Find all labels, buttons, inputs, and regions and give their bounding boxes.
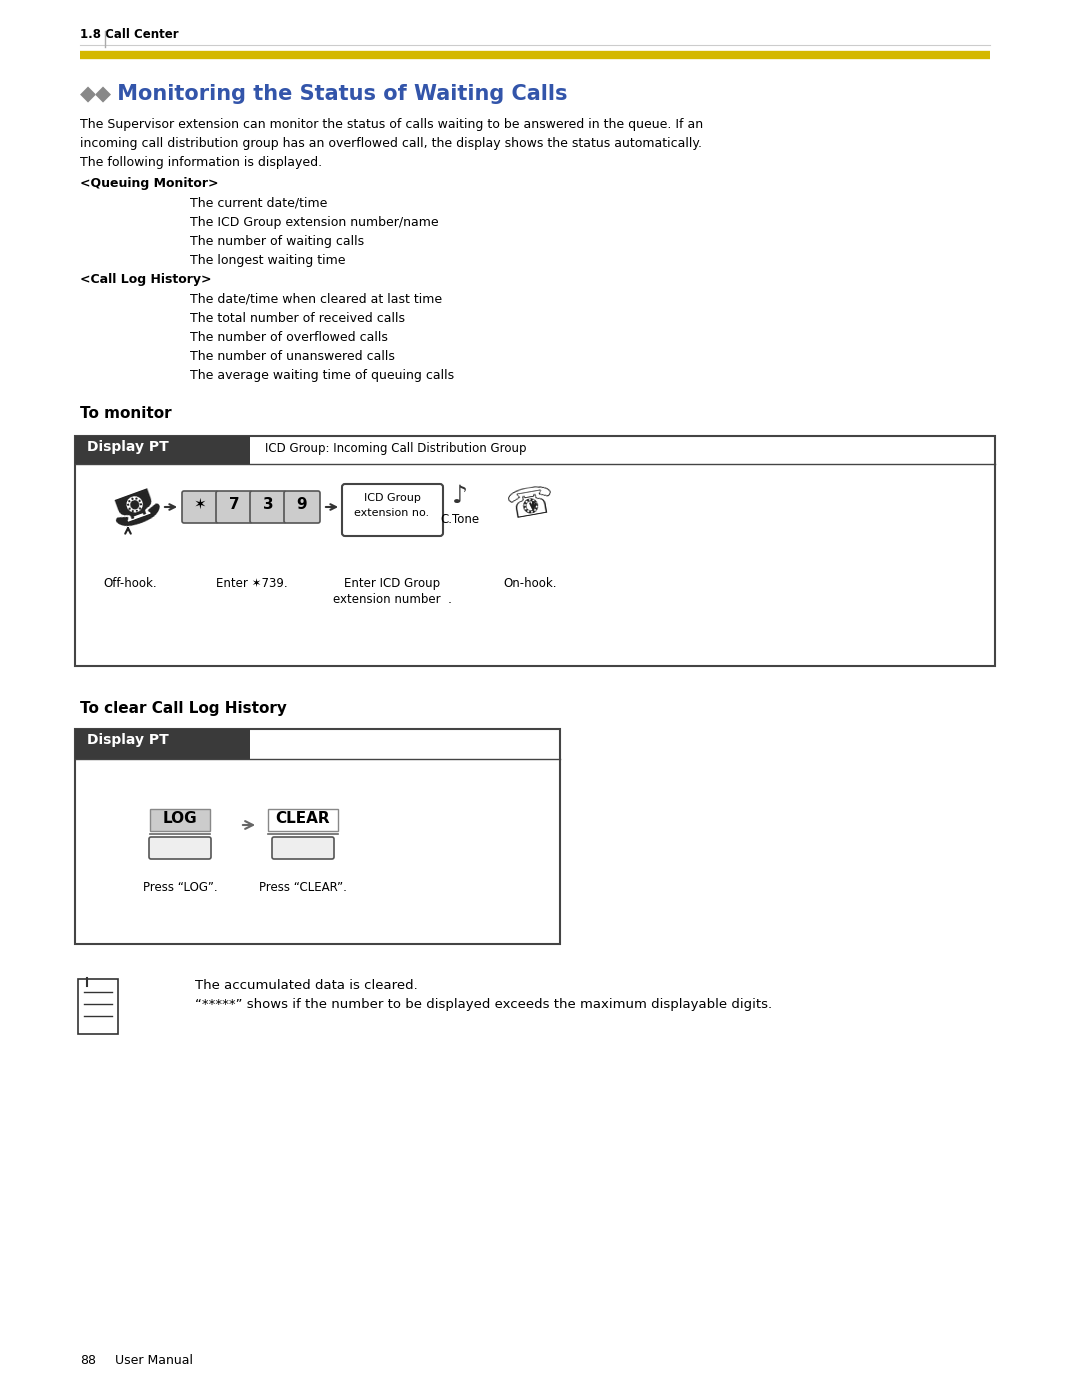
- Text: The number of waiting calls: The number of waiting calls: [190, 235, 364, 249]
- FancyBboxPatch shape: [216, 490, 252, 522]
- Text: CLEAR: CLEAR: [275, 812, 330, 826]
- Text: The ICD Group extension number/name: The ICD Group extension number/name: [190, 217, 438, 229]
- Bar: [75, 436, 995, 666]
- Text: On-hook.: On-hook.: [503, 577, 557, 590]
- Text: <Queuing Monitor>: <Queuing Monitor>: [80, 177, 218, 190]
- FancyBboxPatch shape: [249, 490, 286, 522]
- Text: The following information is displayed.: The following information is displayed.: [80, 156, 322, 169]
- Text: The date/time when cleared at last time: The date/time when cleared at last time: [190, 293, 442, 306]
- Text: extension number  .: extension number .: [333, 592, 451, 606]
- Text: ☎: ☎: [98, 475, 162, 532]
- Text: <Call Log History>: <Call Log History>: [80, 272, 212, 286]
- Text: Press “CLEAR”.: Press “CLEAR”.: [259, 882, 347, 894]
- Text: The longest waiting time: The longest waiting time: [190, 254, 346, 267]
- Text: 9: 9: [297, 497, 308, 511]
- Text: Off-hook.: Off-hook.: [104, 577, 157, 590]
- Bar: [75, 729, 249, 759]
- FancyBboxPatch shape: [78, 979, 118, 1034]
- Text: incoming call distribution group has an overflowed call, the display shows the s: incoming call distribution group has an …: [80, 137, 702, 149]
- Text: Enter ICD Group: Enter ICD Group: [343, 577, 440, 590]
- FancyBboxPatch shape: [284, 490, 320, 522]
- Bar: [150, 809, 210, 831]
- Text: Enter ✶739.: Enter ✶739.: [216, 577, 287, 590]
- Text: The current date/time: The current date/time: [190, 197, 327, 210]
- Text: ICD Group: Incoming Call Distribution Group: ICD Group: Incoming Call Distribution Gr…: [265, 441, 527, 455]
- Text: 3: 3: [262, 497, 273, 511]
- FancyBboxPatch shape: [272, 837, 334, 859]
- Text: ♪: ♪: [453, 483, 468, 509]
- Text: LOG: LOG: [163, 812, 198, 826]
- Text: User Manual: User Manual: [114, 1354, 193, 1368]
- Text: The accumulated data is cleared.: The accumulated data is cleared.: [195, 979, 418, 992]
- Text: The number of overflowed calls: The number of overflowed calls: [190, 331, 388, 344]
- Text: ◆◆: ◆◆: [80, 84, 112, 103]
- Bar: [75, 729, 561, 944]
- Text: Monitoring the Status of Waiting Calls: Monitoring the Status of Waiting Calls: [110, 84, 567, 103]
- Text: ☏: ☏: [503, 481, 557, 527]
- Bar: [75, 436, 249, 464]
- Text: Press “LOG”.: Press “LOG”.: [143, 882, 217, 894]
- Text: 7: 7: [229, 497, 240, 511]
- Bar: [268, 809, 338, 831]
- Text: “*****” shows if the number to be displayed exceeds the maximum displayable digi: “*****” shows if the number to be displa…: [195, 997, 772, 1011]
- Text: 1.8 Call Center: 1.8 Call Center: [80, 28, 178, 41]
- FancyBboxPatch shape: [149, 837, 211, 859]
- Text: Display PT: Display PT: [87, 733, 168, 747]
- FancyBboxPatch shape: [342, 483, 443, 536]
- Text: C.Tone: C.Tone: [441, 513, 480, 527]
- Text: The total number of received calls: The total number of received calls: [190, 312, 405, 326]
- Text: The Supervisor extension can monitor the status of calls waiting to be answered : The Supervisor extension can monitor the…: [80, 117, 703, 131]
- Text: Display PT: Display PT: [87, 440, 168, 454]
- Text: The average waiting time of queuing calls: The average waiting time of queuing call…: [190, 369, 454, 381]
- Text: ICD Group
extension no.: ICD Group extension no.: [354, 493, 430, 518]
- Text: ✶: ✶: [193, 497, 206, 511]
- Text: The number of unanswered calls: The number of unanswered calls: [190, 351, 395, 363]
- Text: To clear Call Log History: To clear Call Log History: [80, 701, 287, 717]
- Text: To monitor: To monitor: [80, 407, 172, 420]
- FancyBboxPatch shape: [183, 490, 218, 522]
- Text: 88: 88: [80, 1354, 96, 1368]
